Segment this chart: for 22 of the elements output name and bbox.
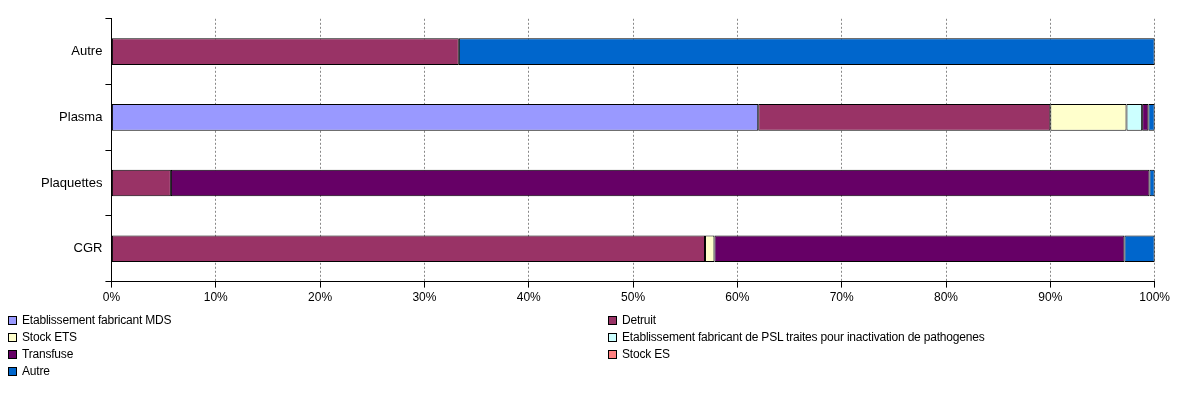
y-tick-label: Autre [71,43,103,59]
x-tick-label: 100% [1139,290,1171,305]
legend-label: Etablissement fabricant de PSL traites pour inactivation de pathogenes [622,329,985,346]
x-tick-label: 40% [516,290,542,305]
x-tick-label: 80% [933,290,959,305]
x-tick-label: 90% [1038,290,1063,305]
legend-label: Autre [22,363,50,380]
x-tick-label: 70% [829,290,855,305]
legend-label: Etablissement fabricant MDS [22,312,172,329]
legend-label: Transfuse [22,346,74,363]
legend-label: Detruit [622,312,656,329]
x-tick-label: 50% [621,290,646,305]
legend-label: Stock ETS [22,329,77,346]
x-tick-label: 30% [412,290,437,305]
y-tick-label: Plasma [59,108,104,124]
legend-label: Stock ES [622,346,670,363]
x-tick-label: 60% [725,290,750,305]
y-tick-label: CGR [73,240,103,256]
x-tick-label: 10% [203,290,229,305]
x-tick-label: 20% [308,290,333,305]
y-tick-label: Plaquettes [41,174,103,190]
x-tick-label: 0% [102,290,121,305]
